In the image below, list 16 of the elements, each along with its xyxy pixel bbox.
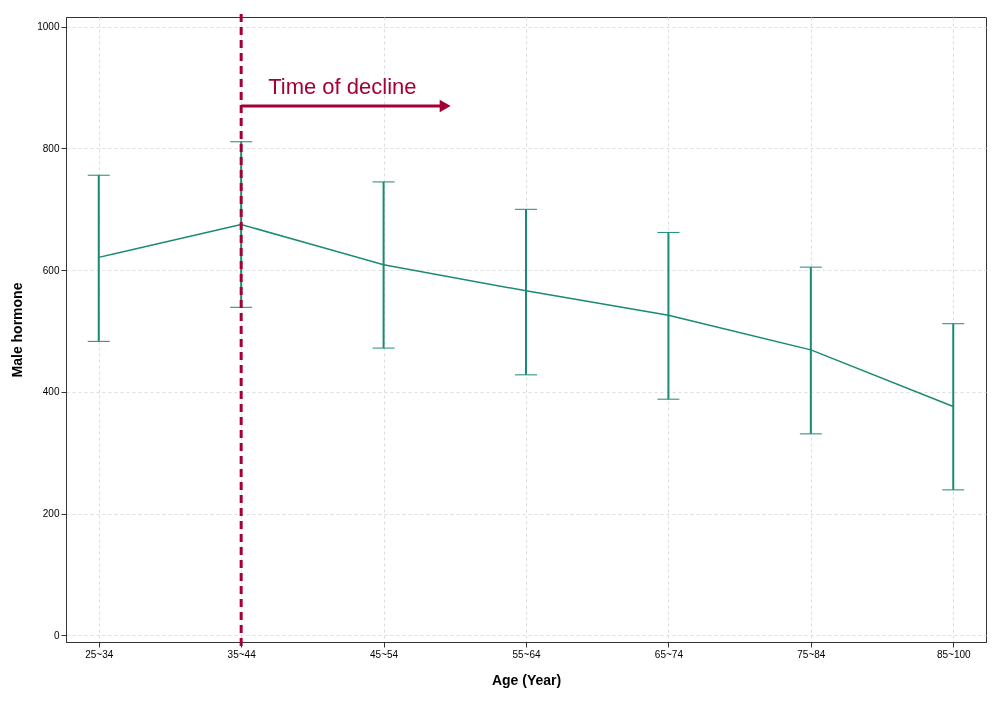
ref-line-label: Time of decline — [268, 74, 417, 99]
y-tick-label: 400 — [42, 386, 60, 398]
y-tick-label: 600 — [42, 264, 60, 276]
x-tick-label: 85~100 — [936, 648, 971, 660]
y-tick-label: 0 — [53, 629, 60, 641]
x-tick-label: 45~54 — [370, 648, 399, 660]
y-tick-label: 200 — [42, 508, 60, 520]
x-tick-label: 55~64 — [512, 648, 541, 660]
x-tick-label: 35~44 — [227, 648, 257, 660]
x-tick-label: 25~34 — [85, 648, 114, 660]
x-tick-label: 75~84 — [797, 648, 826, 660]
x-tick-label: 65~74 — [654, 648, 684, 660]
x-axis-title: Age (Year) — [491, 671, 562, 688]
y-tick-label: 1000 — [37, 21, 60, 33]
y-tick-label: 800 — [42, 142, 60, 154]
y-axis-title: Male hormone — [9, 282, 26, 378]
